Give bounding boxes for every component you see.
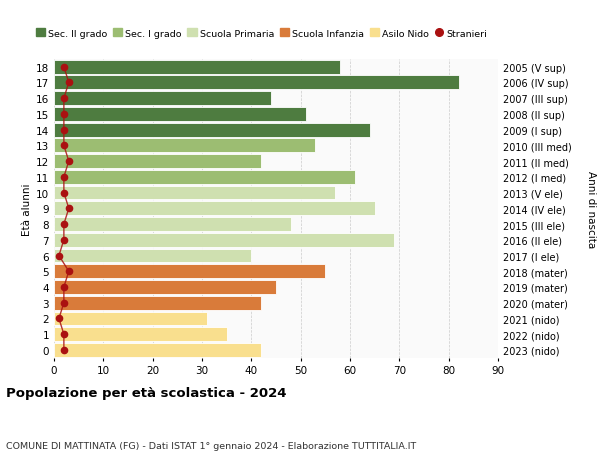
Bar xyxy=(54,155,261,168)
Bar xyxy=(54,296,261,310)
Bar xyxy=(54,139,316,153)
Bar xyxy=(54,108,305,122)
Bar xyxy=(54,280,276,294)
Bar xyxy=(54,202,374,216)
Bar xyxy=(54,186,335,200)
Bar xyxy=(54,76,458,90)
Bar xyxy=(54,265,325,279)
Bar xyxy=(54,312,207,326)
Bar xyxy=(54,218,291,231)
Bar xyxy=(54,233,394,247)
Bar xyxy=(54,328,227,341)
Bar xyxy=(54,171,355,185)
Legend: Sec. II grado, Sec. I grado, Scuola Primaria, Scuola Infanzia, Asilo Nido, Stran: Sec. II grado, Sec. I grado, Scuola Prim… xyxy=(32,26,491,42)
Bar xyxy=(54,249,251,263)
Y-axis label: Anni di nascita: Anni di nascita xyxy=(586,170,595,247)
Text: COMUNE DI MATTINATA (FG) - Dati ISTAT 1° gennaio 2024 - Elaborazione TUTTITALIA.: COMUNE DI MATTINATA (FG) - Dati ISTAT 1°… xyxy=(6,441,416,450)
Bar xyxy=(54,343,261,357)
Bar xyxy=(54,92,271,106)
Bar xyxy=(54,61,340,74)
Y-axis label: Età alunni: Età alunni xyxy=(22,183,32,235)
Bar xyxy=(54,123,370,137)
Text: Popolazione per età scolastica - 2024: Popolazione per età scolastica - 2024 xyxy=(6,386,287,399)
